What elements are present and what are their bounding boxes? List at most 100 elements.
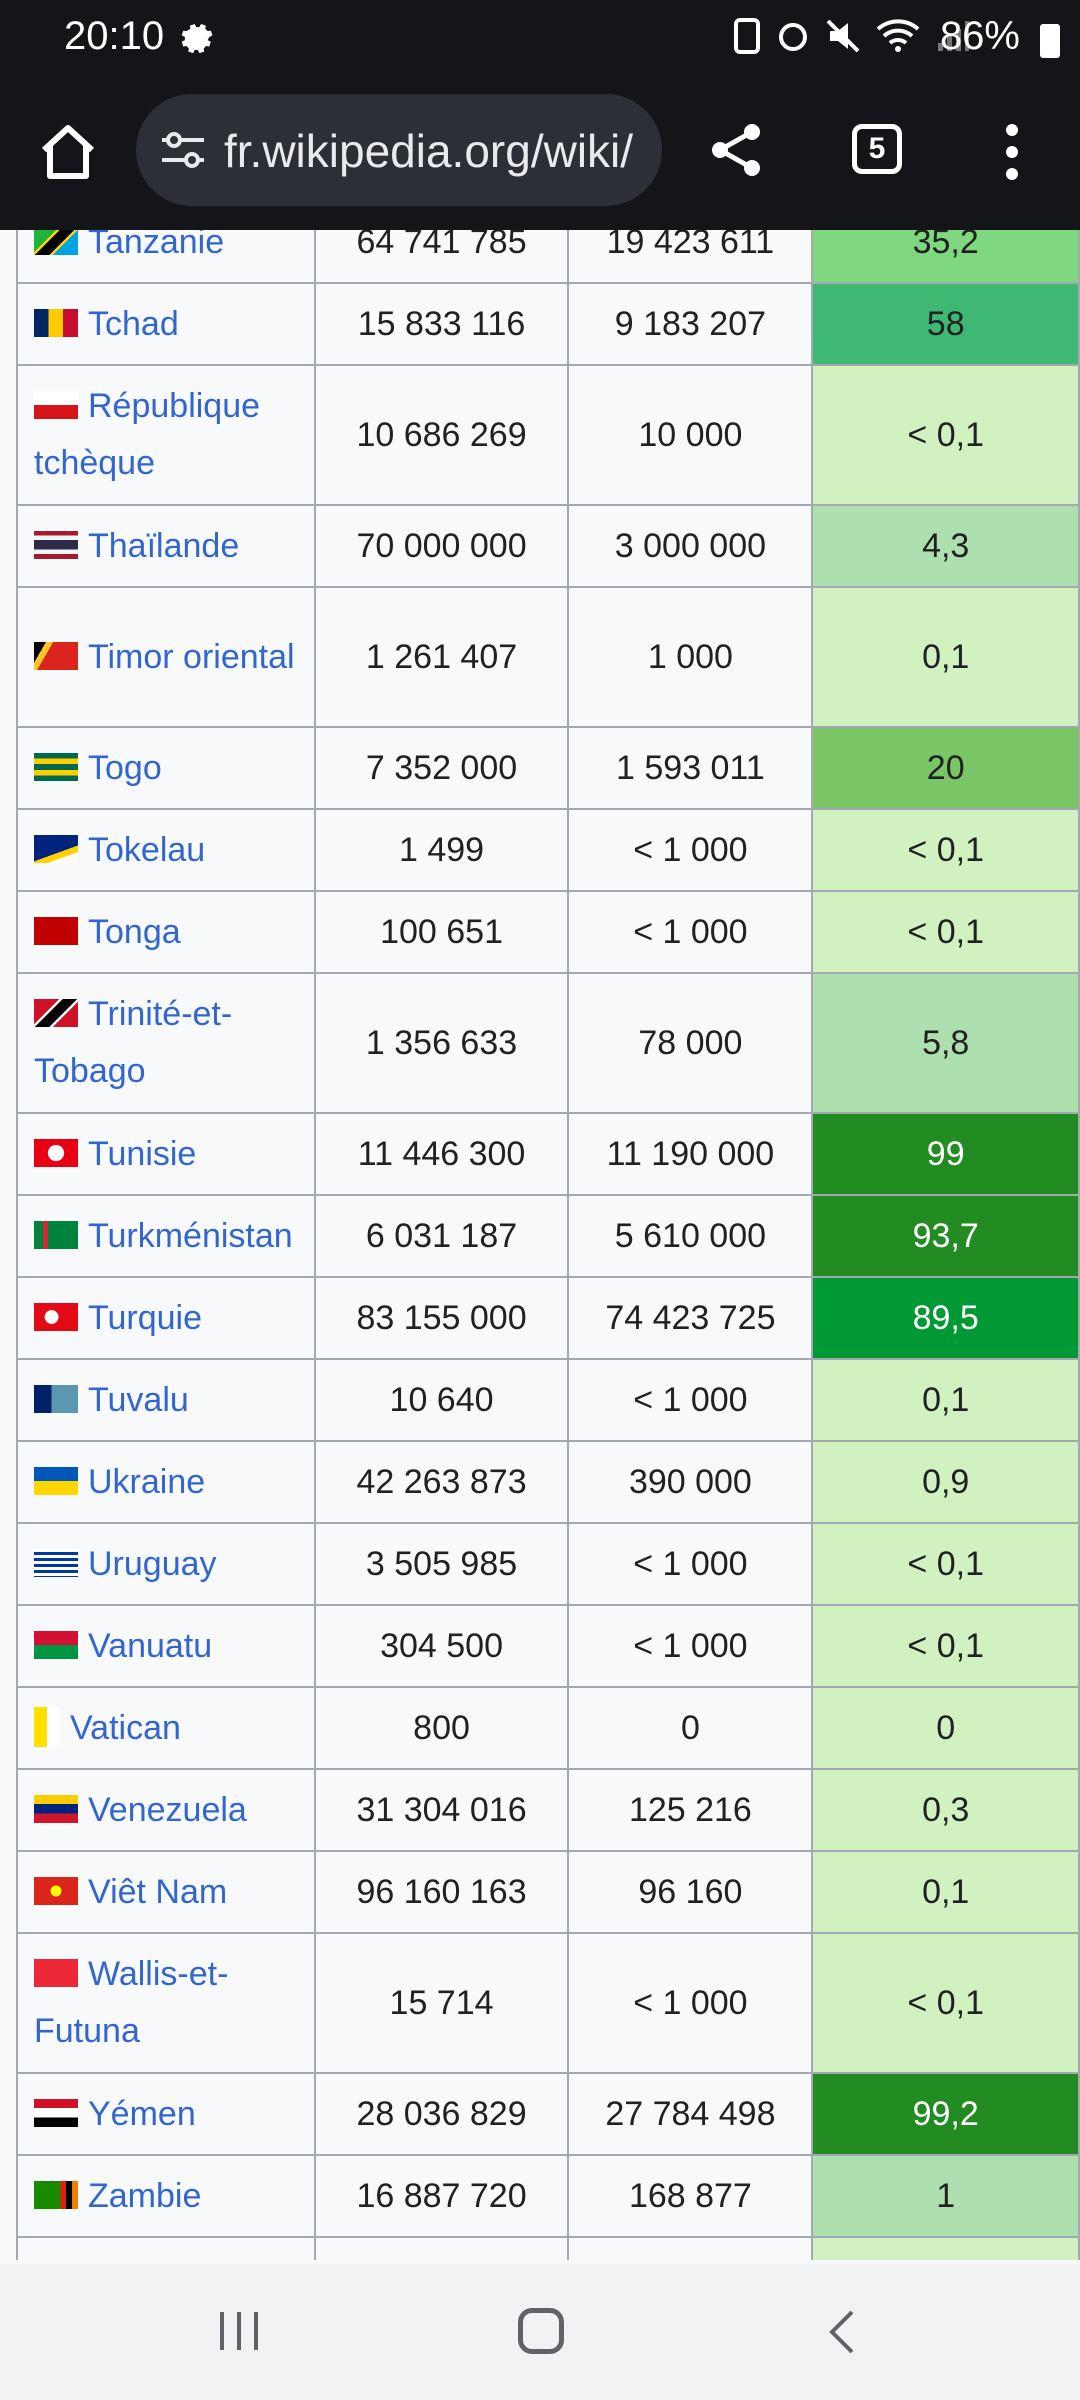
country-link[interactable]: Venezuela <box>88 1790 247 1829</box>
country-cell[interactable]: Vatican <box>16 1686 316 1770</box>
table-row: Turkménistan 6 031 187 5 610 000 93,7 <box>16 1194 1080 1278</box>
country-cell[interactable]: Turquie <box>16 1276 316 1360</box>
flag-icon <box>34 641 78 670</box>
count-cell: 5 610 000 <box>567 1194 814 1278</box>
country-link[interactable]: Tanzanie <box>88 230 225 261</box>
table-row: République tchèque 10 686 269 10 000 < 0,1 <box>16 364 1080 506</box>
country-link[interactable]: Uruguay <box>88 1544 217 1583</box>
country-link[interactable]: Tonga <box>88 912 181 951</box>
country-cell[interactable]: Venezuela <box>16 1768 316 1852</box>
percentage-cell: 0 <box>811 1686 1080 1770</box>
table-row: Timor oriental 1 261 407 1 000 0,1 <box>16 586 1080 728</box>
country-link[interactable]: Trinité-et-Tobago <box>34 995 233 1090</box>
percentage-cell: < 0,1 <box>811 1604 1080 1688</box>
country-link[interactable]: Viêt Nam <box>88 1872 228 1911</box>
country-link[interactable]: Yémen <box>88 2094 196 2133</box>
count-cell: < 1 000 <box>567 890 814 974</box>
gear-icon <box>181 24 213 54</box>
mute-icon <box>826 19 860 53</box>
country-cell[interactable]: Trinité-et-Tobago <box>16 972 316 1114</box>
table-row: Ukraine 42 263 873 390 000 0,9 <box>16 1440 1080 1524</box>
country-cell[interactable]: Thaïlande <box>16 504 316 588</box>
country-link[interactable]: Tchad <box>88 304 179 343</box>
country-link[interactable]: Turkménistan <box>88 1216 293 1255</box>
country-cell[interactable]: Zimbabwe <box>16 2236 316 2261</box>
more-options-icon[interactable] <box>1000 120 1024 184</box>
percentage-cell: 1 <box>811 2154 1080 2238</box>
percentage-cell: 0,1 <box>811 586 1080 728</box>
back-icon[interactable] <box>826 2308 856 2356</box>
country-link[interactable]: Vatican <box>70 1708 181 1747</box>
country-cell[interactable]: République tchèque <box>16 364 316 506</box>
signal-icon <box>938 21 969 51</box>
country-link[interactable]: Tokelau <box>88 830 206 869</box>
country-cell[interactable]: Vanuatu <box>16 1604 316 1688</box>
home-icon[interactable] <box>36 120 100 184</box>
country-cell[interactable]: Uruguay <box>16 1522 316 1606</box>
url-text[interactable]: fr.wikipedia.org/wiki/ <box>224 125 634 177</box>
country-link[interactable]: Ukraine <box>88 1462 206 1501</box>
country-cell[interactable]: Tuvalu <box>16 1358 316 1442</box>
country-cell[interactable]: Tonga <box>16 890 316 974</box>
table-row: Tonga 100 651 < 1 000 < 0,1 <box>16 890 1080 974</box>
country-link[interactable]: Zambie <box>88 2176 202 2215</box>
data-table: Tanzanie 64 741 785 19 423 611 35,2 Tchad 15 … <box>16 230 1080 2260</box>
site-settings-icon[interactable] <box>160 130 206 170</box>
country-cell[interactable]: Tanzanie <box>16 230 316 284</box>
count-cell: 74 423 725 <box>567 1276 814 1360</box>
tab-switcher-button[interactable]: 5 <box>852 124 902 174</box>
country-cell[interactable]: Ukraine <box>16 1440 316 1524</box>
country-cell[interactable]: Tchad <box>16 282 316 366</box>
country-link[interactable]: Vanuatu <box>88 1626 213 1665</box>
population-cell: 96 160 163 <box>313 1850 570 1934</box>
country-link[interactable]: République tchèque <box>34 387 261 482</box>
count-cell: 19 423 611 <box>567 230 814 284</box>
country-cell[interactable]: Yémen <box>16 2072 316 2156</box>
country-cell[interactable]: Zambie <box>16 2154 316 2238</box>
flag-icon <box>34 230 78 255</box>
country-cell[interactable]: Togo <box>16 726 316 810</box>
flag-icon <box>34 999 78 1028</box>
population-cell: 42 263 873 <box>313 1440 570 1524</box>
country-link[interactable]: Wallis-et-Futuna <box>34 1955 229 2050</box>
flag-icon <box>34 1876 78 1905</box>
country-link[interactable]: Tuvalu <box>88 1380 189 1419</box>
country-link[interactable]: Zimbabwe <box>88 2259 245 2261</box>
flag-icon <box>34 1138 78 1167</box>
home-button[interactable] <box>518 2308 564 2354</box>
flag-icon <box>34 1302 78 1331</box>
country-link[interactable]: Timor oriental <box>88 637 295 676</box>
wifi-icon <box>876 19 920 52</box>
country-cell[interactable]: Turkménistan <box>16 1194 316 1278</box>
url-bar[interactable]: fr.wikipedia.org/wiki/ <box>136 94 662 206</box>
flag-icon <box>34 391 78 420</box>
country-link[interactable]: Togo <box>88 748 162 787</box>
country-cell[interactable]: Tunisie <box>16 1112 316 1196</box>
status-icons <box>734 18 970 54</box>
population-cell: 83 155 000 <box>313 1276 570 1360</box>
count-cell: 390 000 <box>567 1440 814 1524</box>
recents-icon[interactable] <box>216 2308 262 2354</box>
flag-icon <box>34 308 78 337</box>
population-cell: 15 714 <box>313 1932 570 2074</box>
flag-icon <box>34 834 78 863</box>
nfc-icon <box>734 18 760 54</box>
count-cell: 3 000 000 <box>567 504 814 588</box>
country-cell[interactable]: Viêt Nam <box>16 1850 316 1934</box>
percentage-cell: 0,7 <box>811 2236 1080 2260</box>
count-cell: 1 000 <box>567 586 814 728</box>
country-cell[interactable]: Tokelau <box>16 808 316 892</box>
count-cell: 168 877 <box>567 2154 814 2238</box>
table-row: Venezuela 31 304 016 125 216 0,3 <box>16 1768 1080 1852</box>
country-cell[interactable]: Timor oriental <box>16 586 316 728</box>
share-icon[interactable] <box>706 120 766 180</box>
percentage-cell: 5,8 <box>811 972 1080 1114</box>
country-cell[interactable]: Wallis-et-Futuna <box>16 1932 316 2074</box>
country-link[interactable]: Tunisie <box>88 1134 197 1173</box>
table-row: Wallis-et-Futuna 15 714 < 1 000 < 0,1 <box>16 1932 1080 2074</box>
country-link[interactable]: Thaïlande <box>88 526 240 565</box>
country-link[interactable]: Turquie <box>88 1298 203 1337</box>
population-cell: 304 500 <box>313 1604 570 1688</box>
percentage-cell: 99 <box>811 1112 1080 1196</box>
